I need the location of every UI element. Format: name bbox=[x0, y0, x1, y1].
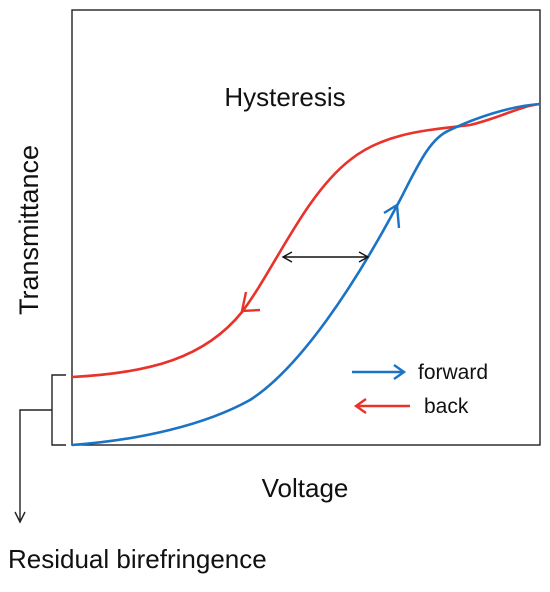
diagram-title: Hysteresis bbox=[224, 82, 345, 112]
legend-forward-arrow-icon bbox=[352, 364, 407, 380]
legend: forward back bbox=[352, 361, 488, 418]
hysteresis-width-arrow bbox=[281, 251, 370, 263]
forward-curve bbox=[71, 102, 541, 447]
plot-frame bbox=[71, 9, 541, 446]
legend-back-arrow-icon bbox=[353, 398, 410, 414]
back-direction-arrow bbox=[240, 291, 261, 313]
back-curve bbox=[71, 102, 541, 379]
legend-forward-label: forward bbox=[418, 361, 488, 384]
residual-bracket bbox=[14, 374, 66, 524]
residual-birefringence-label: Residual birefringence bbox=[8, 544, 267, 574]
legend-back-label: back bbox=[424, 395, 469, 418]
forward-direction-arrow bbox=[383, 202, 401, 229]
y-axis-label: Transmittance bbox=[14, 145, 44, 315]
x-axis-label: Voltage bbox=[262, 473, 349, 503]
